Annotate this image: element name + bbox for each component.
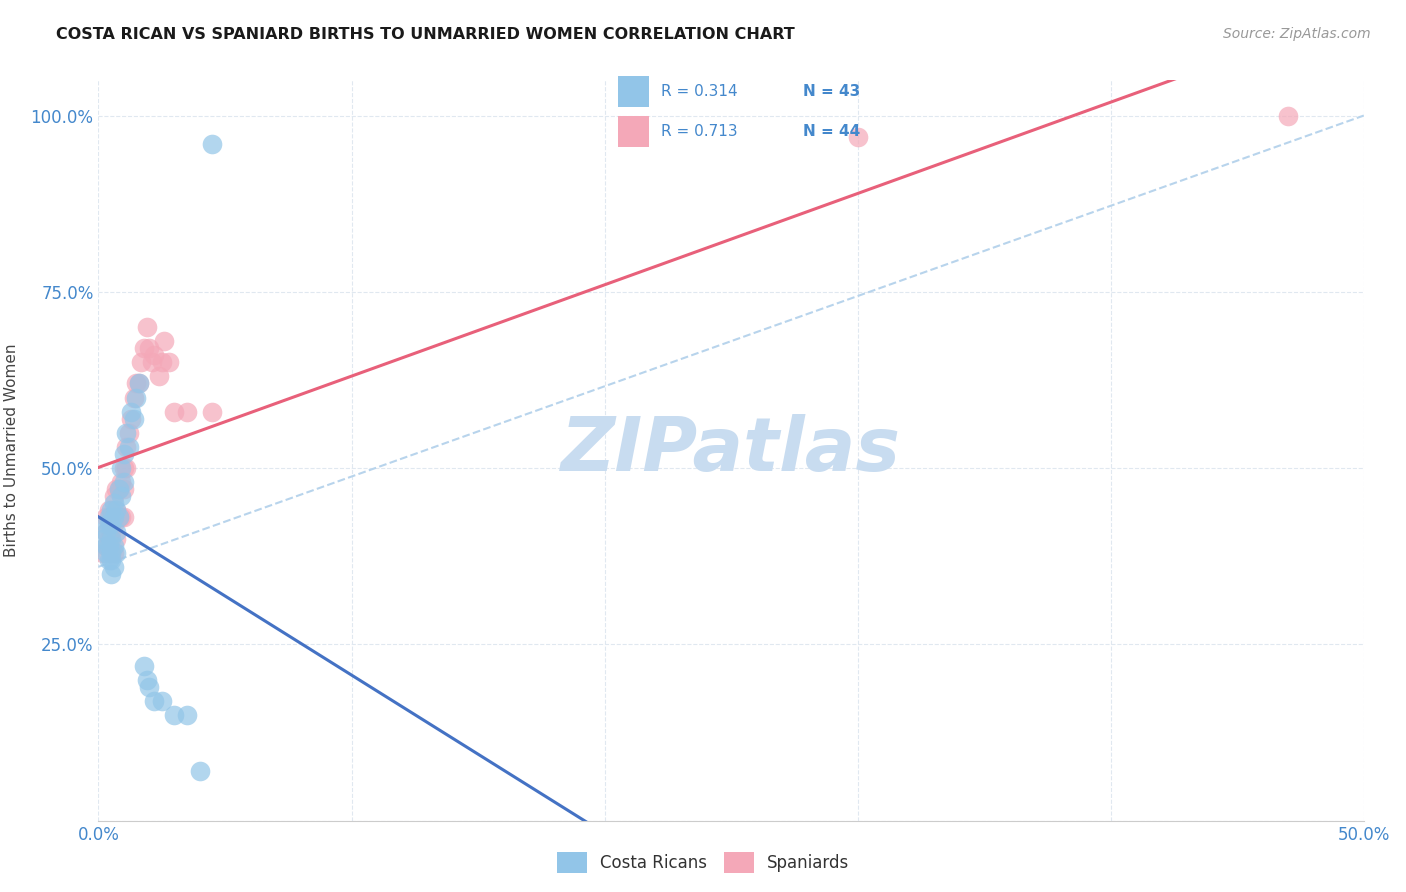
- Point: [100, 546, 122, 560]
- Point: [176, 707, 198, 722]
- Point: [1277, 109, 1299, 123]
- Point: [120, 405, 142, 419]
- Point: [125, 376, 148, 391]
- Point: [118, 440, 141, 454]
- Point: [115, 461, 138, 475]
- FancyBboxPatch shape: [617, 116, 648, 147]
- Point: [153, 334, 176, 348]
- Point: [94, 524, 117, 539]
- Point: [100, 532, 122, 546]
- Point: [138, 341, 160, 355]
- Point: [97, 539, 120, 553]
- Point: [94, 510, 117, 524]
- Point: [107, 482, 129, 496]
- Point: [107, 510, 129, 524]
- Point: [163, 405, 186, 419]
- Point: [94, 517, 117, 532]
- Text: ZIPatlas: ZIPatlas: [561, 414, 901, 487]
- Text: N = 44: N = 44: [803, 124, 860, 139]
- Point: [103, 539, 125, 553]
- Point: [110, 510, 132, 524]
- Text: R = 0.314: R = 0.314: [661, 84, 738, 99]
- Point: [143, 694, 166, 708]
- Point: [163, 707, 186, 722]
- Point: [188, 764, 211, 779]
- Point: [100, 517, 122, 532]
- Text: Source: ZipAtlas.com: Source: ZipAtlas.com: [1223, 27, 1371, 41]
- Point: [105, 532, 128, 546]
- Point: [128, 376, 150, 391]
- Point: [176, 405, 198, 419]
- Point: [103, 489, 125, 503]
- Point: [105, 503, 128, 517]
- Point: [135, 673, 157, 687]
- Legend: Costa Ricans, Spaniards: Costa Ricans, Spaniards: [550, 846, 856, 880]
- Point: [97, 510, 120, 524]
- Point: [201, 405, 224, 419]
- Point: [110, 489, 132, 503]
- Point: [100, 503, 122, 517]
- Point: [97, 503, 120, 517]
- Point: [112, 482, 135, 496]
- Point: [94, 524, 117, 539]
- Point: [115, 425, 138, 440]
- Point: [135, 320, 157, 334]
- Point: [103, 559, 125, 574]
- Point: [100, 553, 122, 567]
- Point: [131, 355, 153, 369]
- Point: [150, 355, 173, 369]
- Point: [112, 510, 135, 524]
- Point: [125, 391, 148, 405]
- Point: [100, 524, 122, 539]
- Point: [112, 461, 135, 475]
- Point: [122, 411, 145, 425]
- Point: [120, 411, 142, 425]
- Point: [115, 440, 138, 454]
- Point: [97, 517, 120, 532]
- Point: [122, 391, 145, 405]
- Point: [103, 496, 125, 510]
- Point: [105, 482, 128, 496]
- Text: COSTA RICAN VS SPANIARD BIRTHS TO UNMARRIED WOMEN CORRELATION CHART: COSTA RICAN VS SPANIARD BIRTHS TO UNMARR…: [56, 27, 794, 42]
- Text: N = 43: N = 43: [803, 84, 860, 99]
- Point: [157, 355, 180, 369]
- Point: [132, 658, 155, 673]
- Point: [128, 376, 150, 391]
- Point: [132, 341, 155, 355]
- Point: [846, 129, 869, 144]
- Point: [110, 461, 132, 475]
- Point: [105, 503, 128, 517]
- Point: [110, 475, 132, 490]
- Point: [150, 694, 173, 708]
- Point: [141, 355, 163, 369]
- Point: [97, 553, 120, 567]
- Point: [100, 546, 122, 560]
- Point: [100, 566, 122, 581]
- Point: [103, 546, 125, 560]
- Point: [105, 546, 128, 560]
- Point: [107, 482, 129, 496]
- Point: [93, 546, 115, 560]
- Point: [103, 510, 125, 524]
- Point: [105, 524, 128, 539]
- Point: [97, 532, 120, 546]
- Point: [148, 369, 170, 384]
- Point: [103, 517, 125, 532]
- Point: [100, 510, 122, 524]
- Point: [94, 539, 117, 553]
- Y-axis label: Births to Unmarried Women: Births to Unmarried Women: [4, 343, 20, 558]
- Point: [93, 532, 115, 546]
- Point: [201, 136, 224, 151]
- Point: [138, 680, 160, 694]
- Text: R = 0.713: R = 0.713: [661, 124, 738, 139]
- Point: [118, 425, 141, 440]
- Point: [94, 539, 117, 553]
- Point: [112, 447, 135, 461]
- FancyBboxPatch shape: [617, 76, 648, 107]
- Point: [112, 475, 135, 490]
- Point: [94, 546, 117, 560]
- Point: [143, 348, 166, 362]
- Point: [107, 510, 129, 524]
